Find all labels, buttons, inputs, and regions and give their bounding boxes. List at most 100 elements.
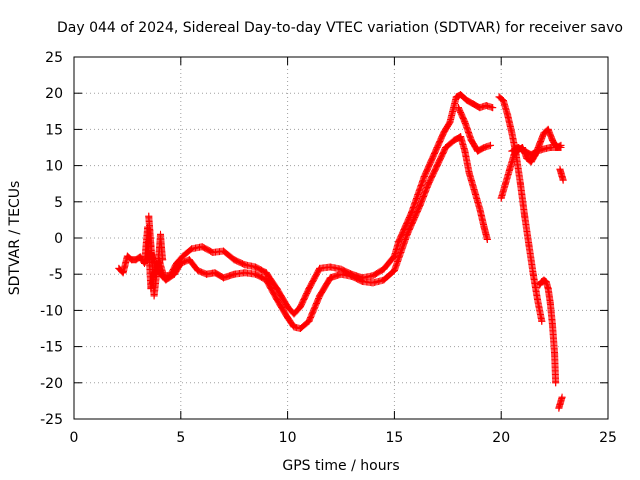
data-point [476,205,484,213]
data-point [427,158,435,166]
data-point [326,263,334,271]
data-point [316,264,324,272]
data-point [457,91,465,99]
data-point [337,270,345,278]
data-point [544,285,552,293]
data-point [546,144,554,151]
series-trace-j [145,212,167,300]
data-point [529,270,537,278]
data-point [115,264,123,272]
series-trace-i [556,165,567,184]
series-trace-h [555,393,566,412]
data-point [559,176,567,184]
data-point [527,158,535,166]
x-tick-label: 25 [599,430,617,446]
y-tick-label: -20 [40,376,63,392]
data-point [557,397,565,405]
data-point [508,147,516,155]
y-tick-label: 20 [45,86,63,102]
data-point [551,350,559,358]
x-tick-label: 5 [176,430,185,446]
data-point [241,261,249,269]
data-point [540,129,548,137]
data-point [198,243,206,251]
data-point [148,256,156,264]
data-point [504,111,512,119]
data-point [542,277,550,285]
data-point [162,276,170,284]
data-point [495,93,503,101]
data-point [556,165,564,173]
data-point [508,129,516,137]
data-point [442,144,450,151]
data-point [158,245,166,253]
y-tick-label: 15 [45,122,63,138]
series-markers [140,133,491,332]
data-point [469,100,477,108]
series-trace-c [454,104,495,155]
data-point [348,272,356,280]
series-markers [555,393,566,412]
data-point [557,144,565,151]
data-point [390,267,398,275]
y-axis: -25 -20 -15 -10 -5 0 5 10 15 20 25 [40,50,608,428]
y-tick-label: 5 [54,195,63,211]
data-point [556,401,564,409]
series-markers [556,165,567,184]
data-point [410,216,418,224]
data-point [403,230,411,238]
data-point [538,317,546,325]
data-point [482,102,490,110]
series-trace-g [536,276,560,387]
data-point [316,292,324,300]
data-point [262,276,270,284]
data-point [395,238,403,246]
data-point [483,235,491,243]
data-point [296,325,304,332]
data-point [506,165,514,173]
data-point [467,136,475,144]
data-point [480,223,488,231]
data-point [544,125,552,133]
data-point [284,314,292,322]
data-point [527,151,535,159]
data-point [414,191,422,199]
data-point [380,276,388,284]
data-point [461,118,469,126]
x-tick-label: 15 [385,430,403,446]
data-point [136,253,144,261]
data-point [369,272,377,280]
data-point [420,172,428,180]
data-point [290,310,298,318]
data-point [514,144,522,151]
data-point [516,180,524,188]
data-point [119,269,127,277]
x-tick-label: 0 [70,430,79,446]
chart-title: Day 044 of 2024, Sidereal Day-to-day VTE… [57,20,623,36]
y-tick-label: -15 [40,340,63,356]
data-point [296,303,304,311]
data-point [262,269,270,277]
series-trace-a [115,91,497,318]
data-point [487,141,495,149]
y-tick-label: -10 [40,303,63,319]
x-tick-label: 20 [492,430,510,446]
x-tick-label: 10 [279,430,297,446]
data-point [290,323,298,331]
data-point [463,96,471,104]
data-point [558,393,566,401]
series-markers [495,93,546,325]
data-point [145,212,153,220]
data-point [252,270,260,278]
data-point [480,144,488,151]
data-point [536,281,544,289]
data-point [220,247,228,255]
data-point [273,296,281,304]
data-point [440,129,448,137]
data-point [501,180,509,188]
data-point [157,230,165,238]
data-point [273,285,281,293]
data-point [534,296,542,304]
y-tick-label: 10 [45,159,63,175]
